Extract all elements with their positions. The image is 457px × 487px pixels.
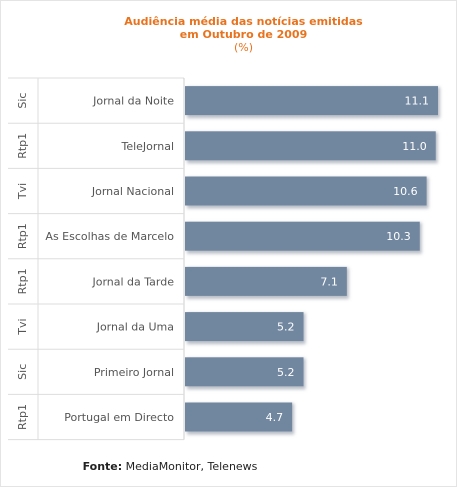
category-label: TeleJornal <box>120 140 174 153</box>
value-label: 11.1 <box>405 95 430 108</box>
bar <box>185 221 420 251</box>
group-label: Rtp1 <box>16 133 29 159</box>
bar <box>185 402 293 432</box>
value-label: 5.2 <box>277 321 295 334</box>
source-label: Fonte: <box>82 460 123 473</box>
labels: 11.1 Jornal da Noite Sic 11.0 TeleJornal Rtp1… <box>16 93 429 430</box>
bar <box>185 176 427 206</box>
value-label: 4.7 <box>266 411 284 424</box>
group-label: Sic <box>16 364 29 380</box>
bar <box>185 86 438 116</box>
value-label: 5.2 <box>277 366 295 379</box>
category-label: As Escolhas de Marcelo <box>45 230 174 243</box>
group-label: Rtp1 <box>16 268 29 294</box>
chart-subtitle: em Outubro de 2009 <box>179 28 308 41</box>
bar <box>185 131 436 161</box>
value-label: 11.0 <box>402 140 427 153</box>
bars <box>185 86 440 435</box>
chart-title-block: Audiência média das notícias emitidas em… <box>0 15 457 54</box>
chart-title: Audiência média das notícias emitidas <box>124 15 363 28</box>
category-label: Portugal em Directo <box>64 411 174 424</box>
category-label: Primeiro Jornal <box>94 366 174 379</box>
category-label: Jornal Nacional <box>91 185 174 198</box>
group-label: Rtp1 <box>16 404 29 430</box>
category-label: Jornal da Noite <box>92 95 174 108</box>
value-label: 7.1 <box>320 275 338 288</box>
group-label: Tvi <box>16 183 29 200</box>
value-label: 10.3 <box>386 230 411 243</box>
group-label: Sic <box>16 93 29 109</box>
bar <box>185 357 304 387</box>
group-label: Rtp1 <box>16 223 29 249</box>
category-label: Jornal da Tarde <box>91 275 174 288</box>
category-label: Jornal da Uma <box>96 321 174 334</box>
group-label: Tvi <box>16 318 29 335</box>
row-grid <box>8 77 185 441</box>
source-text: MediaMonitor, Telenews <box>122 460 258 473</box>
bar <box>185 266 347 296</box>
source-footer: Fonte: MediaMonitor, Telenews <box>0 460 340 473</box>
bar <box>185 312 304 342</box>
chart-unit-label: (%) <box>233 41 254 54</box>
value-label: 10.6 <box>393 185 418 198</box>
